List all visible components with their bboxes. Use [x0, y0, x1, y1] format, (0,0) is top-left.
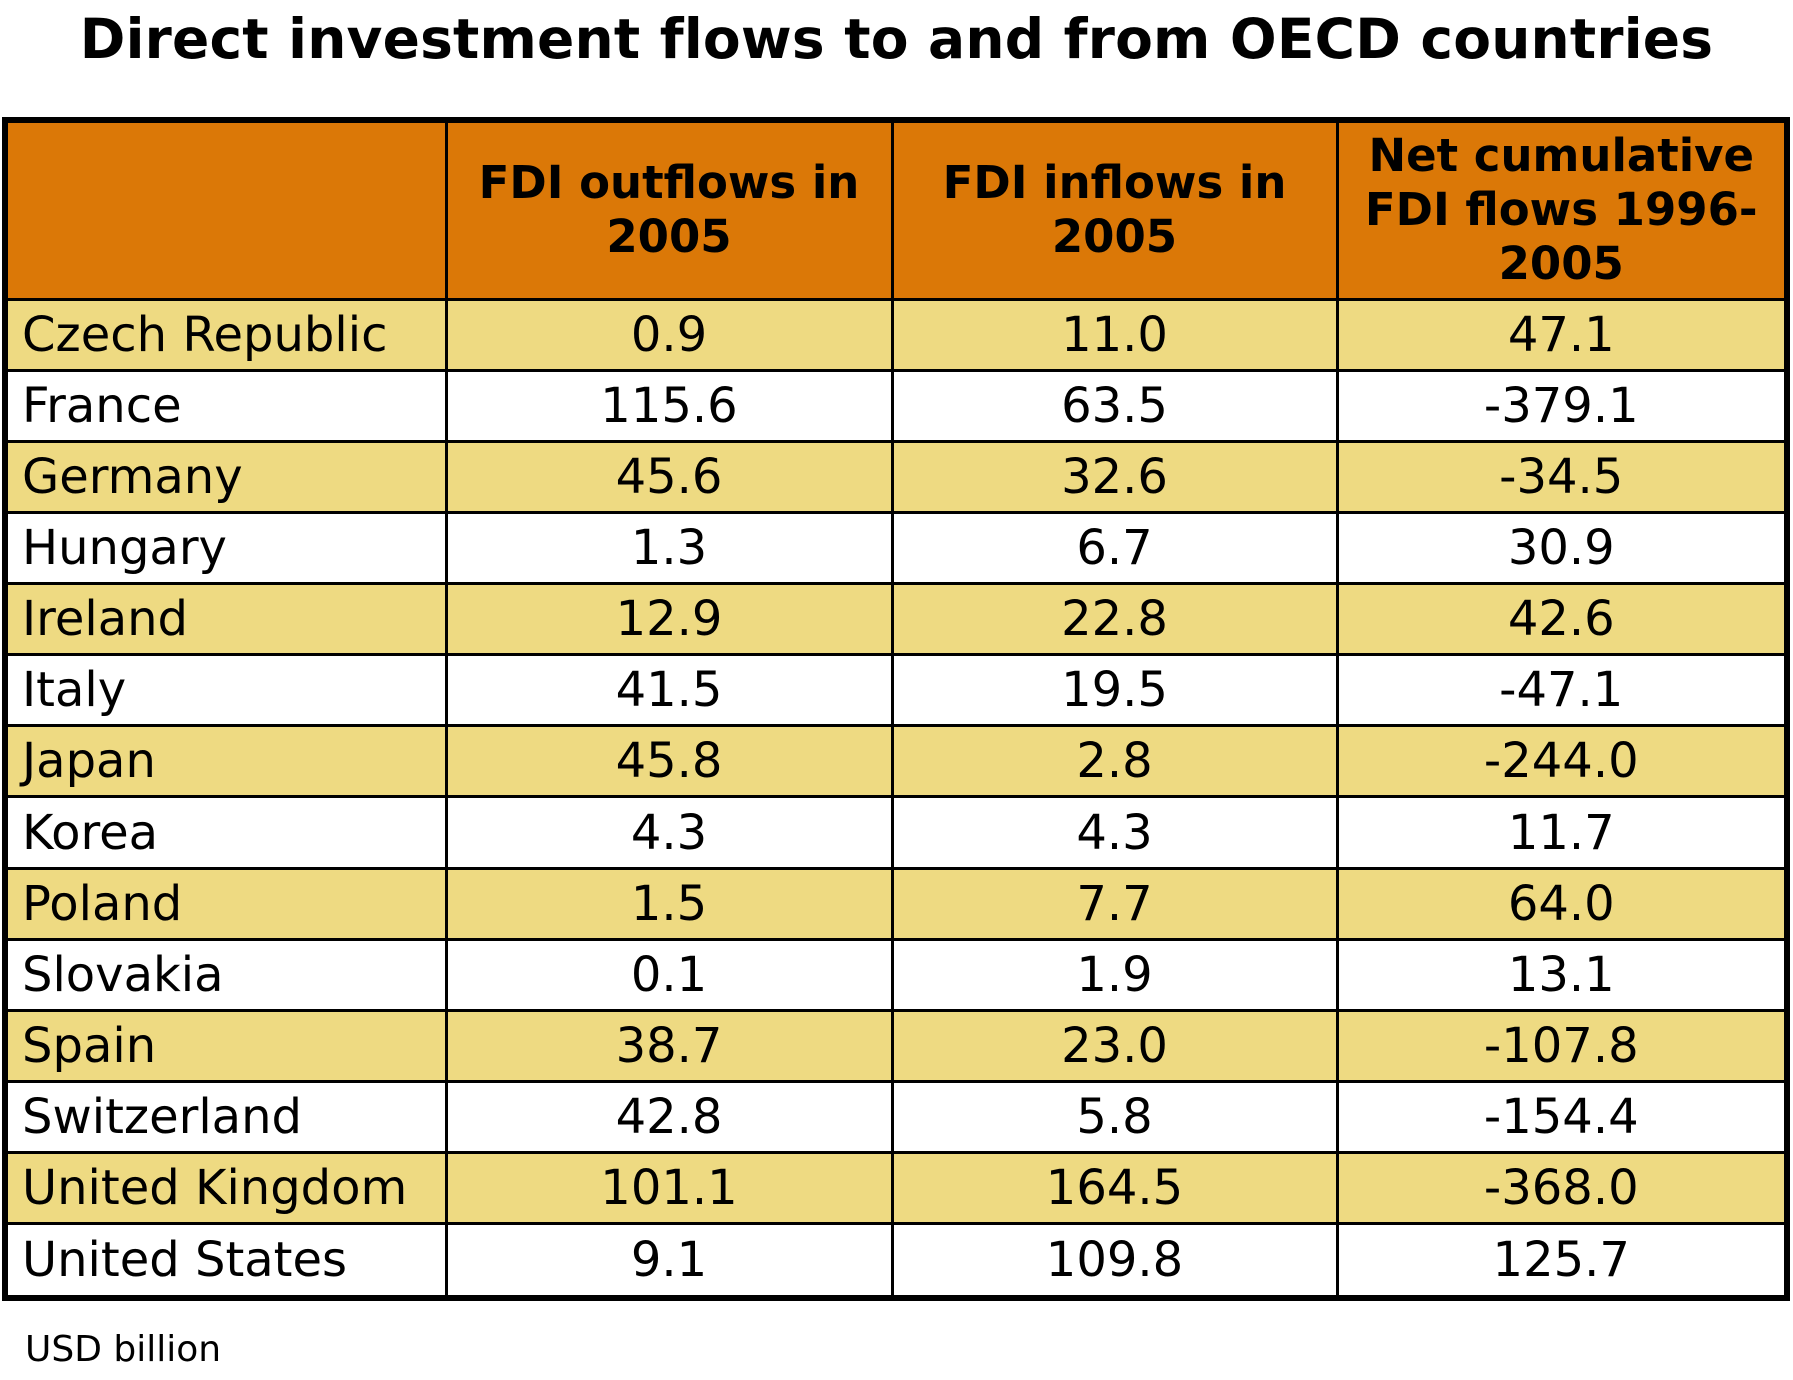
inflows-cell: 1.9 — [890, 937, 1339, 1012]
country-cell: Korea — [8, 795, 448, 870]
net-cumulative-cell: 13.1 — [1335, 937, 1784, 1012]
table-title: Direct investment flows to and from OECD… — [79, 7, 1714, 71]
country-cell: Japan — [8, 724, 448, 799]
table-row: Spain 38.7 23.0 -107.8 — [8, 1008, 1784, 1084]
inflows-cell: 22.8 — [890, 582, 1339, 657]
outflows-cell: 0.9 — [444, 297, 894, 372]
fdi-table: FDI outflows in 2005 FDI inflows in 2005… — [8, 123, 1784, 1295]
inflows-cell: 5.8 — [890, 1080, 1339, 1155]
outflows-cell: 101.1 — [444, 1151, 894, 1226]
country-cell: Switzerland — [8, 1080, 448, 1155]
net-cumulative-cell: -34.5 — [1335, 439, 1784, 514]
country-cell: Czech Republic — [8, 297, 448, 372]
outflows-cell: 45.8 — [444, 724, 894, 799]
net-cumulative-cell: 30.9 — [1335, 510, 1784, 586]
outflows-cell: 115.6 — [444, 368, 894, 443]
table-row: Slovakia 0.1 1.9 13.1 — [8, 937, 1784, 1012]
outflows-cell: 42.8 — [444, 1080, 894, 1155]
net-cumulative-cell: 125.7 — [1335, 1222, 1784, 1295]
outflows-cell: 41.5 — [444, 653, 894, 728]
table-row: United Kingdom 101.1 164.5 -368.0 — [8, 1151, 1784, 1226]
country-cell: Hungary — [8, 510, 448, 586]
table-body: Czech Republic 0.9 11.0 47.1 France 115.6 63.5… — [8, 297, 1784, 1295]
net-cumulative-cell: -368.0 — [1335, 1151, 1784, 1226]
inflows-cell: 32.6 — [890, 439, 1339, 514]
data-table-frame: FDI outflows in 2005 FDI inflows in 2005… — [2, 117, 1790, 1301]
inflows-cell: 6.7 — [890, 510, 1339, 586]
outflows-cell: 38.7 — [444, 1008, 894, 1084]
net-cumulative-cell: -47.1 — [1335, 653, 1784, 728]
net-cumulative-cell: -107.8 — [1335, 1008, 1784, 1084]
inflows-cell: 11.0 — [890, 297, 1339, 372]
net-cumulative-cell: 47.1 — [1335, 297, 1784, 372]
outflows-cell: 1.5 — [444, 866, 894, 941]
units-footnote: USD billion — [25, 1329, 222, 1370]
country-cell: United States — [8, 1222, 448, 1295]
table-row: Germany 45.6 32.6 -34.5 — [8, 439, 1784, 514]
net-cumulative-cell: -379.1 — [1335, 368, 1784, 443]
country-cell: Spain — [8, 1008, 448, 1084]
net-cumulative-cell: 11.7 — [1335, 795, 1784, 870]
net-cumulative-cell: -244.0 — [1335, 724, 1784, 799]
header-cell-inflows: FDI inflows in 2005 — [890, 123, 1339, 301]
outflows-cell: 1.3 — [444, 510, 894, 586]
header-cell-country — [8, 123, 448, 301]
table-row: France 115.6 63.5 -379.1 — [8, 368, 1784, 443]
table-row: Poland 1.5 7.7 64.0 — [8, 866, 1784, 941]
country-cell: Poland — [8, 866, 448, 941]
table-row: Korea 4.3 4.3 11.7 — [8, 795, 1784, 870]
inflows-cell: 164.5 — [890, 1151, 1339, 1226]
country-cell: Ireland — [8, 582, 448, 657]
net-cumulative-cell: 64.0 — [1335, 866, 1784, 941]
inflows-cell: 4.3 — [890, 795, 1339, 870]
header-cell-outflows: FDI outflows in 2005 — [444, 123, 894, 301]
country-cell: France — [8, 368, 448, 443]
country-cell: United Kingdom — [8, 1151, 448, 1226]
outflows-cell: 9.1 — [444, 1222, 894, 1295]
country-cell: Slovakia — [8, 937, 448, 1012]
table-row: Czech Republic 0.9 11.0 47.1 — [8, 297, 1784, 372]
table-row: Japan 45.8 2.8 -244.0 — [8, 724, 1784, 799]
table-row: Switzerland 42.8 5.8 -154.4 — [8, 1080, 1784, 1155]
table-row: Hungary 1.3 6.7 30.9 — [8, 510, 1784, 586]
header-row: FDI outflows in 2005 FDI inflows in 2005… — [8, 123, 1784, 301]
inflows-cell: 23.0 — [890, 1008, 1339, 1084]
inflows-cell: 63.5 — [890, 368, 1339, 443]
inflows-cell: 109.8 — [890, 1222, 1339, 1295]
net-cumulative-cell: 42.6 — [1335, 582, 1784, 657]
table-row: Italy 41.5 19.5 -47.1 — [8, 653, 1784, 728]
outflows-cell: 12.9 — [444, 582, 894, 657]
table-row: Ireland 12.9 22.8 42.6 — [8, 582, 1784, 657]
country-cell: Germany — [8, 439, 448, 514]
country-cell: Italy — [8, 653, 448, 728]
outflows-cell: 0.1 — [444, 937, 894, 1012]
inflows-cell: 19.5 — [890, 653, 1339, 728]
net-cumulative-cell: -154.4 — [1335, 1080, 1784, 1155]
inflows-cell: 7.7 — [890, 866, 1339, 941]
header-cell-net-cumulative: Net cumulative FDI flows 1996-2005 — [1335, 123, 1784, 301]
outflows-cell: 45.6 — [444, 439, 894, 514]
outflows-cell: 4.3 — [444, 795, 894, 870]
table-row: United States 9.1 109.8 125.7 — [8, 1222, 1784, 1295]
inflows-cell: 2.8 — [890, 724, 1339, 799]
